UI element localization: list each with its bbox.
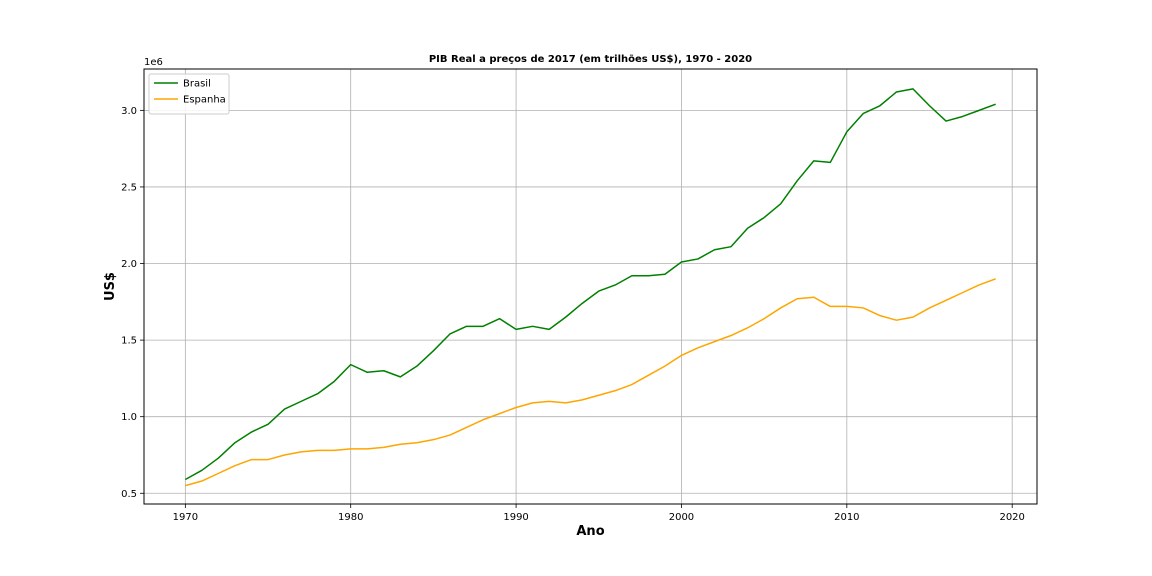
grid-lines <box>144 69 1037 504</box>
y-tick-label: 0.5 <box>121 489 137 500</box>
legend: Brasil Espanha <box>148 73 230 115</box>
legend-label-espanha: Espanha <box>183 95 226 106</box>
x-axis-title: Ano <box>576 524 604 539</box>
y-tick-label: 1.5 <box>121 336 137 347</box>
x-tick-label: 2010 <box>834 512 859 523</box>
axis-ticks: 1970 1980 1990 2000 2010 2020 0.5 1.0 1.5 2.0 2.5 3… <box>121 106 1025 523</box>
series-lines <box>184 88 996 487</box>
y-offset-label: 1e6 <box>144 57 163 68</box>
legend-label-brasil: Brasil <box>183 79 211 90</box>
legend-box <box>148 73 230 115</box>
y-tick-label: 3.0 <box>121 106 137 117</box>
y-tick-label: 2.0 <box>121 259 137 270</box>
y-tick-label: 2.5 <box>121 182 137 193</box>
x-tick-label: 2000 <box>669 512 694 523</box>
y-axis-title: US$ <box>103 272 118 301</box>
y-tick-label: 1.0 <box>121 412 137 423</box>
x-tick-label: 2020 <box>999 512 1024 523</box>
x-tick-label: 1980 <box>338 512 363 523</box>
chart-title: PIB Real a preços de 2017 (em trilhões U… <box>429 54 752 65</box>
series-line-brasil <box>184 88 996 481</box>
axes-frame <box>143 68 1038 505</box>
series-line-espanha <box>185 278 996 487</box>
x-tick-label: 1990 <box>503 512 528 523</box>
x-tick-label: 1970 <box>173 512 198 523</box>
